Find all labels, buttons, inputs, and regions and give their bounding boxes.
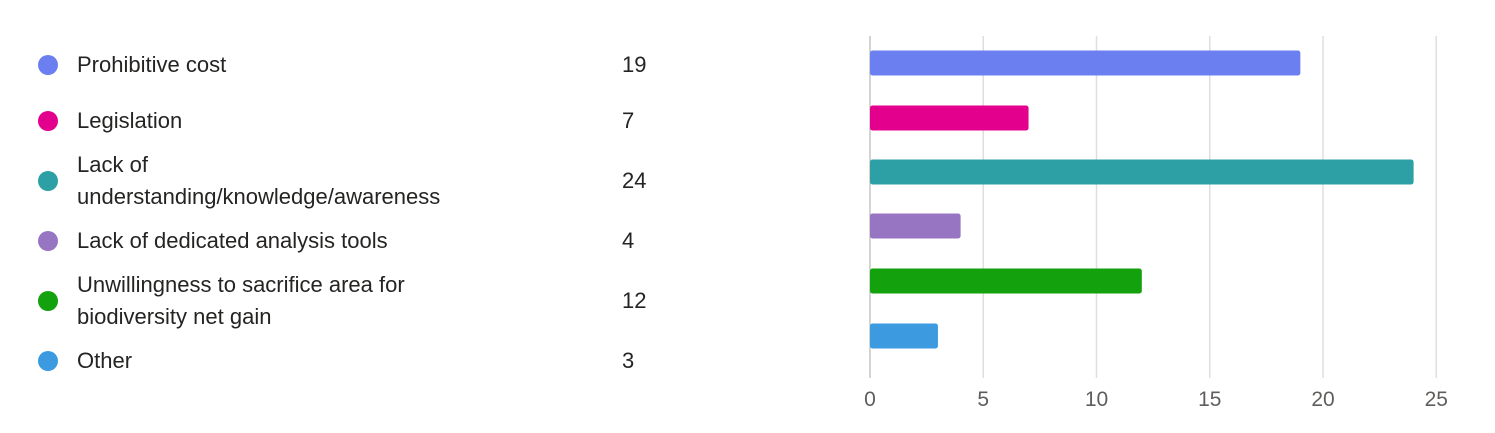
bar[interactable] [870,50,1301,76]
category-count: 4 [622,228,635,253]
x-tick-label: 15 [1198,388,1221,411]
legend-row: Prohibitive cost 19 [38,49,678,81]
category-label: Legislation [77,108,183,133]
legend-dot-icon [38,231,58,251]
legend-row: Other 3 [38,345,678,377]
legend-row: Lack of understanding/knowledge/awarenes… [38,152,678,209]
x-tick-label: 20 [1311,388,1334,411]
category-label: Lack of dedicated analysis tools [77,228,388,253]
x-tick-label: 25 [1425,388,1448,411]
category-count: 24 [622,168,647,193]
legend-dot-icon [38,55,58,75]
legend-row: Unwillingness to sacrifice area for biod… [38,269,678,333]
bar[interactable] [870,105,1029,131]
legend-dot-icon [38,171,58,191]
bars [870,50,1414,349]
category-label: Prohibitive cost [77,52,227,77]
bar[interactable] [870,323,938,349]
category-label: Lack of understanding/knowledge/awarenes… [77,152,441,209]
category-count: 12 [622,288,647,313]
x-tick-label: 10 [1085,388,1108,411]
category-label: Unwillingness to sacrifice area for biod… [77,272,405,329]
bar[interactable] [870,268,1142,294]
legend-dot-icon [38,291,58,311]
category-count: 19 [622,52,647,77]
legend-table: Prohibitive cost 19 Legislation 7 Lack of un… [38,49,678,377]
category-count: 3 [622,348,635,373]
legend-row: Lack of dedicated analysis tools 4 [38,225,678,257]
bar[interactable] [870,159,1414,185]
x-axis-ticks: 0 5 10 15 20 25 [864,388,1448,411]
legend-dot-icon [38,351,58,371]
grid-lines [869,36,1437,378]
legend-row: Legislation 7 [38,105,678,137]
x-tick-label: 0 [864,388,876,411]
x-tick-label: 5 [977,388,989,411]
category-count: 7 [622,108,635,133]
bar[interactable] [870,213,961,239]
category-label: Other [77,348,133,373]
legend-dot-icon [38,111,58,131]
